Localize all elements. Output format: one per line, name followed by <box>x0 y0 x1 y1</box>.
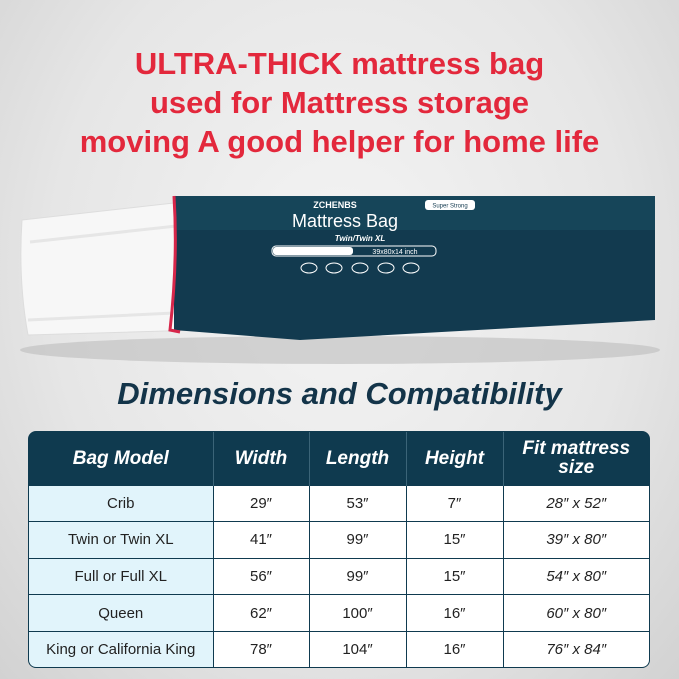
cell-fit-size: 60″ x 80″ <box>502 594 649 632</box>
feature-icon <box>325 262 343 274</box>
table-row: Crib 29″ 53″ 7″ 28″ x 52″ <box>29 484 649 522</box>
dimensions-text: 39x80x14 inch <box>372 249 417 256</box>
cell-fit-size: 39″ x 80″ <box>502 521 649 559</box>
header-height: Height <box>405 432 503 485</box>
feature-icon <box>351 262 369 274</box>
table-row: Twin or Twin XL 41″ 99″ 15″ 39″ x 80″ <box>29 521 649 559</box>
cell-fit-size: 54″ x 80″ <box>502 557 649 595</box>
cell-width: 62″ <box>212 594 309 632</box>
table-row: Full or Full XL 56″ 99″ 15″ 54″ x 80″ <box>29 557 649 595</box>
cell-bag-model: Queen <box>29 594 213 632</box>
table-row: Queen 62″ 100″ 16″ 60″ x 80″ <box>29 594 649 632</box>
cell-length: 100″ <box>308 594 406 632</box>
header-fit-size: Fit mattress size <box>502 432 649 485</box>
cell-width: 56″ <box>212 557 309 595</box>
cell-bag-model: King or California King <box>29 630 213 667</box>
feature-icon <box>377 262 395 274</box>
cell-fit-size: 28″ x 52″ <box>502 484 649 522</box>
table-row: King or California King 78″ 104″ 16″ 76″ x 8… <box>29 630 649 667</box>
dimensions-table: Bag Model Width Length Height Fit mattre… <box>28 431 650 668</box>
cell-height: 15″ <box>405 521 503 559</box>
headline-line-2: used for Mattress storage <box>150 85 529 120</box>
headline: ULTRA-THICK mattress bag used for Mattre… <box>0 44 679 161</box>
feature-icon <box>300 262 318 274</box>
header-length: Length <box>308 432 406 485</box>
cell-bag-model: Crib <box>29 484 213 522</box>
cell-length: 53″ <box>308 484 406 522</box>
headline-line-1: ULTRA-THICK mattress bag <box>134 46 545 81</box>
cell-height: 7″ <box>405 484 503 522</box>
cell-length: 104″ <box>308 630 406 667</box>
headline-line-3: moving A good helper for home life <box>79 124 600 159</box>
cell-height: 15″ <box>405 557 503 595</box>
cell-width: 78″ <box>212 630 309 667</box>
feature-icon <box>402 262 420 274</box>
section-title: Dimensions and Compatibility <box>117 376 562 411</box>
cell-bag-model: Full or Full XL <box>29 557 213 595</box>
table-header-row: Bag Model Width Length Height Fit mattre… <box>29 432 649 485</box>
badge-text: Super Strong <box>432 204 467 210</box>
product-title: Mattress Bag <box>292 211 398 231</box>
product-size: Twin/Twin XL <box>335 234 386 243</box>
brand-text: ZCHENBS <box>313 200 357 210</box>
cell-length: 99″ <box>308 557 406 595</box>
cell-width: 29″ <box>212 484 309 522</box>
header-width: Width <box>212 432 309 485</box>
cell-bag-model: Twin or Twin XL <box>29 521 213 559</box>
cell-length: 99″ <box>308 521 406 559</box>
cell-height: 16″ <box>405 630 503 667</box>
mattress-bag-product-image: ZCHENBS Mattress Bag Twin/Twin XL Super … <box>20 195 660 364</box>
cell-height: 16″ <box>405 594 503 632</box>
cell-fit-size: 76″ x 84″ <box>502 630 649 667</box>
header-bag-model: Bag Model <box>29 432 213 485</box>
cell-width: 41″ <box>212 521 309 559</box>
